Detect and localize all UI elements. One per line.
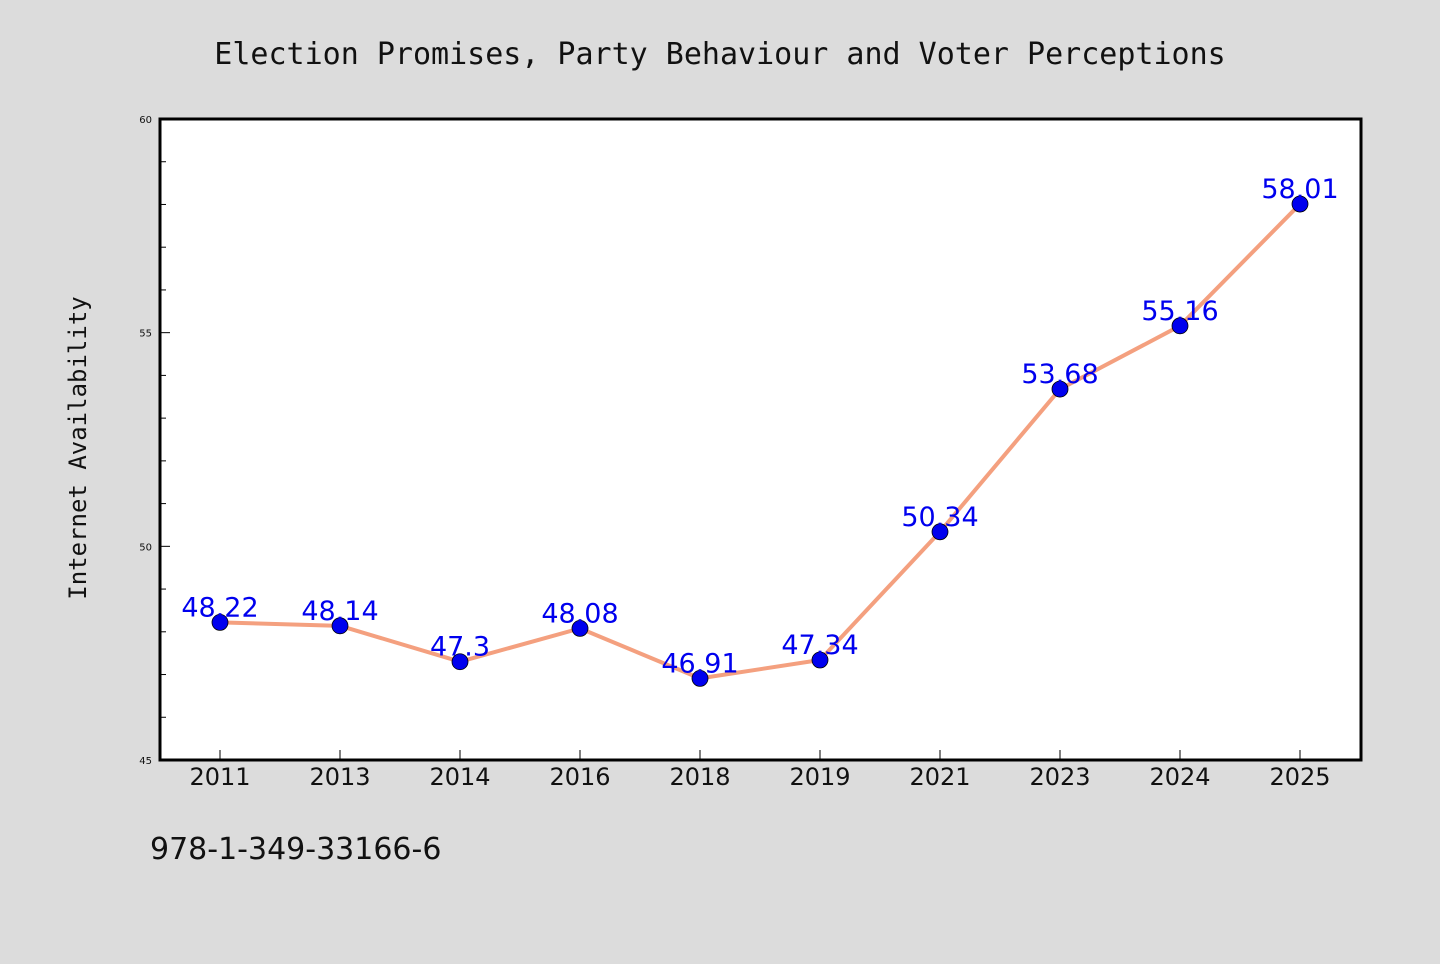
data-point [811, 651, 829, 669]
data-label: 47.3 [430, 632, 490, 663]
x-tick-label: 2016 [549, 763, 610, 791]
data-label: 47.34 [781, 630, 858, 661]
data-label: 48.08 [541, 598, 618, 629]
data-label: 48.14 [301, 596, 378, 627]
data-point [1291, 195, 1309, 213]
data-label: 53.68 [1021, 359, 1098, 390]
data-point [571, 619, 589, 637]
x-axis-ticks: 2011 2013 2014 2016 2018 2019 2021 2023 2024 2025 [189, 750, 1331, 791]
y-tick-label: 55 [139, 329, 152, 340]
data-point [1051, 380, 1069, 398]
data-label: 55.16 [1141, 296, 1218, 327]
y-axis-label: Internet Availability [64, 296, 92, 599]
x-tick-label: 2018 [669, 763, 730, 791]
y-tick-label: 50 [139, 542, 152, 553]
x-tick-label: 2024 [1149, 763, 1210, 791]
y-tick-label: 60 [139, 115, 152, 126]
isbn-caption: 978-1-349-33166-6 [150, 832, 442, 867]
data-label: 46.91 [661, 648, 738, 679]
data-point [211, 613, 229, 631]
data-point [331, 617, 349, 635]
x-tick-label: 2019 [789, 763, 850, 791]
x-tick-label: 2014 [429, 763, 490, 791]
y-axis-ticks: 45 50 55 60 [139, 115, 170, 767]
data-label: 48.22 [181, 592, 258, 623]
y-tick-label: 45 [139, 756, 152, 767]
series-layer: 48.22 48.14 47.3 48.08 46.91 47.34 50.34 53.68 5… [181, 174, 1339, 687]
data-point [1171, 317, 1189, 335]
data-label: 50.34 [901, 502, 978, 533]
x-tick-label: 2025 [1269, 763, 1330, 791]
chart-title: Election Promises, Party Behaviour and V… [214, 37, 1225, 72]
data-point [451, 653, 469, 671]
series-line [218, 202, 1302, 681]
data-label: 58.01 [1261, 174, 1338, 205]
x-tick-label: 2021 [909, 763, 970, 791]
x-tick-label: 2013 [309, 763, 370, 791]
x-tick-label: 2011 [189, 763, 250, 791]
data-point [931, 523, 949, 541]
plot-area [158, 117, 1363, 762]
x-tick-label: 2023 [1029, 763, 1090, 791]
data-point [691, 669, 709, 687]
